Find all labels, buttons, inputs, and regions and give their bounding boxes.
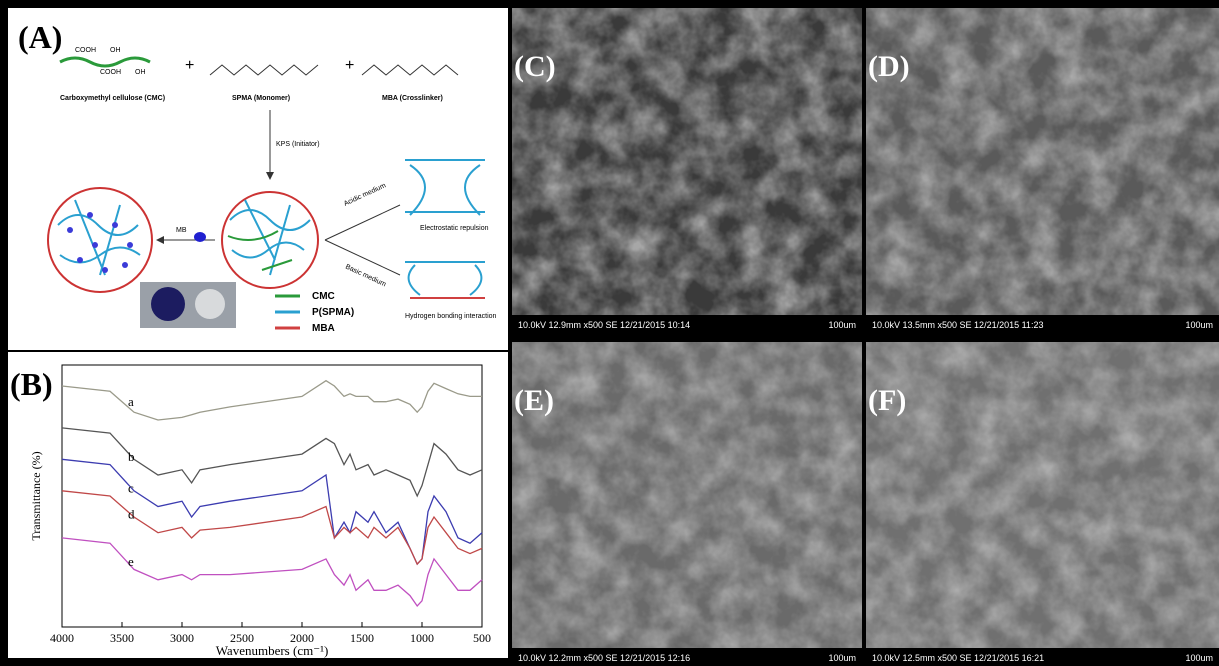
dye-label: MB (176, 227, 187, 234)
sem-info: 10.0kV 12.5mm x500 SE 12/21/2015 16:21 (872, 653, 1044, 663)
sem-panels: 10.0kV 12.9mm x500 SE 12/21/2015 10:14 10… (512, 8, 1219, 666)
panel-label: (E) (514, 384, 554, 417)
initiator-label: KPS (Initiator) (276, 141, 320, 148)
panel-label: (F) (868, 384, 906, 417)
x-tick-label: 4000 (50, 631, 74, 645)
sem-scale: 100um (1185, 653, 1213, 663)
x-tick-label: 2500 (230, 631, 254, 645)
legend-label: MBA (312, 323, 335, 334)
effect-label: Electrostatic repulsion (420, 225, 489, 232)
x-axis-label: Wavenumbers (cm⁻¹) (216, 643, 329, 658)
group-label: COOH (100, 69, 121, 76)
series-label: e (128, 554, 134, 569)
panel-label: (A) (18, 19, 62, 55)
reactant-label: Carboxymethyl cellulose (CMC) (60, 95, 165, 102)
sem-info: 10.0kV 13.5mm x500 SE 12/21/2015 11:23 (872, 320, 1043, 330)
series-label: c (128, 480, 134, 495)
panel-label: (D) (868, 50, 910, 83)
sem-scale: 100um (828, 653, 856, 663)
plus: + (345, 57, 354, 74)
x-tick-label: 3500 (110, 631, 134, 645)
plus: + (185, 57, 194, 74)
series-label: d (128, 507, 135, 522)
dye-loaded-network (48, 188, 152, 292)
sem-texture (512, 8, 862, 315)
sem-info: 10.0kV 12.9mm x500 SE 12/21/2015 10:14 (518, 320, 690, 330)
reactant-label: SPMA (Monomer) (232, 95, 290, 102)
sem-info: 10.0kV 12.2mm x500 SE 12/21/2015 12:16 (518, 653, 690, 663)
panel-label: (C) (514, 50, 556, 83)
sem-scale: 100um (828, 320, 856, 330)
sem-texture (866, 342, 1219, 648)
legend-label: P(SPMA) (312, 307, 354, 318)
x-tick-label: 500 (473, 631, 491, 645)
group-label: OH (110, 47, 121, 54)
group-label: OH (135, 69, 146, 76)
x-tick-label: 2000 (290, 631, 314, 645)
reactant-label: MBA (Crosslinker) (382, 95, 443, 102)
photo-clean-gel (195, 289, 225, 319)
legend-label: CMC (312, 291, 335, 302)
x-tick-label: 3000 (170, 631, 194, 645)
panel-label: (B) (10, 366, 53, 402)
group-label: COOH (75, 47, 96, 54)
sem-scale: 100um (1185, 320, 1213, 330)
series-label: a (128, 394, 134, 409)
sem-texture (512, 342, 862, 648)
panel-b-bg (8, 352, 508, 658)
series-label: b (128, 449, 135, 464)
figure: (A) COOH OH COOH OH + + Carboxymethyl ce… (0, 0, 1219, 666)
effect-label: Hydrogen bonding interaction (405, 313, 497, 320)
y-axis-label: Transmittance (%) (29, 451, 43, 540)
x-tick-label: 1500 (350, 631, 374, 645)
sem-texture (866, 8, 1219, 315)
photo-dyed-gel (151, 287, 185, 321)
dye-icon (194, 232, 206, 242)
x-tick-label: 1000 (410, 631, 434, 645)
